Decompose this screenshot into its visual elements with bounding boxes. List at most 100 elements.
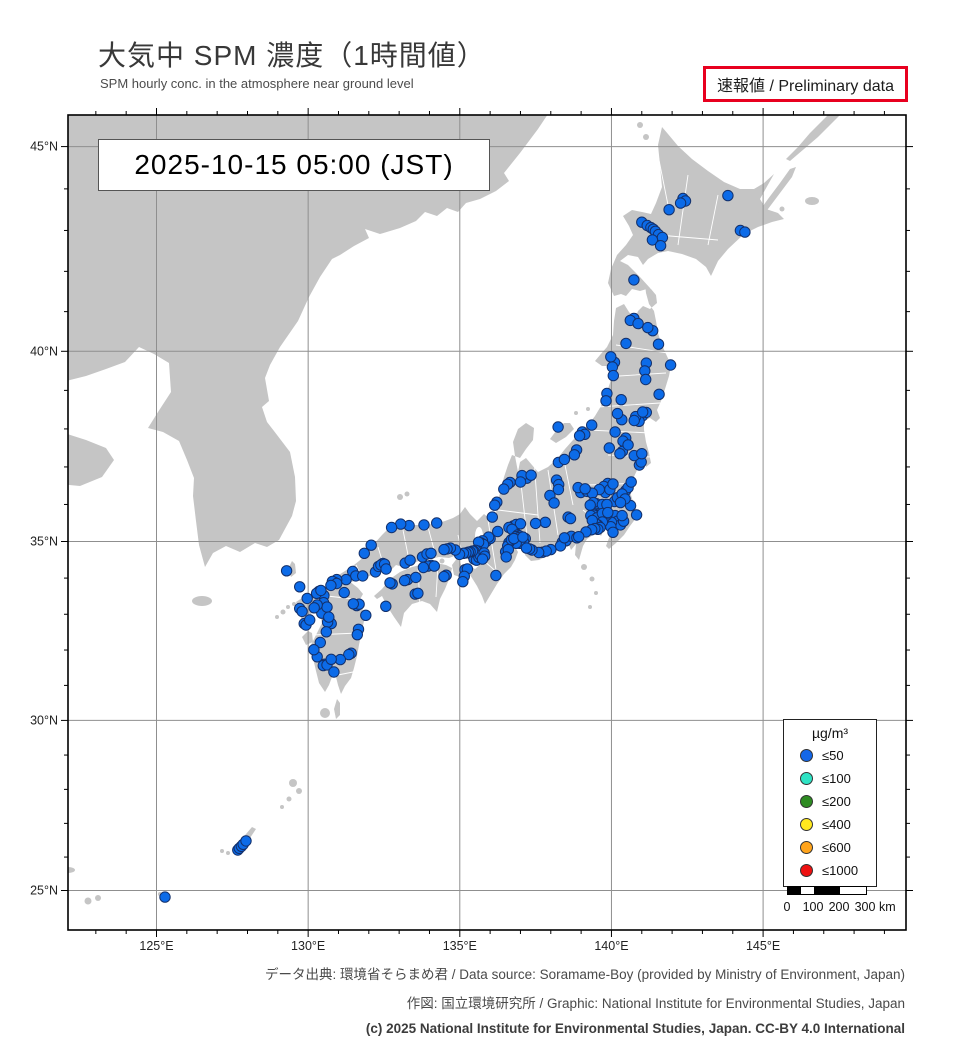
station-dot (425, 547, 437, 559)
station-dot (321, 601, 333, 613)
legend-item: ≤1000 (784, 859, 876, 882)
lat-tick-label: 35°N (30, 535, 58, 549)
scale-bar-label: 100 (802, 900, 824, 914)
stations-layer (159, 189, 751, 903)
scale-bar-label: 300 (854, 900, 876, 914)
scale-bar-label: 0 (783, 900, 791, 914)
amakusa (302, 631, 313, 645)
sado-island (550, 423, 574, 443)
station-dot (539, 516, 551, 528)
page-subtitle: SPM hourly conc. in the atmosphere near … (100, 76, 414, 91)
legend-color-dot (800, 841, 813, 854)
station-dot (418, 519, 430, 531)
station-dot (674, 197, 687, 209)
legend-item: ≤50 (784, 744, 876, 767)
station-dot (308, 644, 320, 656)
station-dot (514, 518, 527, 530)
station-dot (428, 560, 440, 572)
asia-continent (68, 115, 548, 905)
station-dot (347, 598, 359, 610)
station-dot (646, 234, 659, 246)
station-dot (552, 421, 564, 433)
station-dot (340, 573, 352, 586)
station-dot (304, 614, 316, 626)
data-source-credit: データ出典: 環境省そらまめ君 / Data source: Soramame-… (265, 967, 905, 982)
station-dot (351, 629, 363, 641)
scale-bar: 0 100 200 300 km (783, 884, 913, 920)
station-dot (325, 579, 337, 592)
station-dot (404, 554, 416, 566)
station-dot (630, 509, 643, 521)
station-dot (320, 626, 332, 638)
lon-tick-label: 125°E (139, 939, 173, 953)
station-dot (622, 439, 634, 451)
station-dot (520, 542, 533, 554)
station-dot (739, 226, 751, 238)
lon-tick-label: 145°E (746, 939, 780, 953)
station-dot (517, 531, 529, 543)
station-dot (611, 407, 624, 420)
station-dot (525, 469, 537, 481)
station-dot (652, 338, 665, 350)
station-dot (438, 543, 450, 556)
lat-tick-label: 25°N (30, 883, 58, 897)
map-frame (67, 114, 907, 931)
station-dot (343, 648, 355, 661)
station-dot (640, 373, 652, 386)
lon-tick-label: 140°E (594, 939, 628, 953)
station-dot (558, 532, 571, 544)
station-dot (722, 189, 734, 202)
station-dot (492, 525, 504, 538)
kuril-islands (758, 167, 796, 219)
station-dot (625, 476, 637, 488)
station-dot (315, 584, 327, 597)
station-dot (653, 388, 665, 400)
station-dot (280, 565, 293, 577)
station-dot (240, 835, 252, 847)
station-dot (605, 351, 617, 363)
legend-color-dot (800, 818, 813, 831)
legend-color-dot (800, 864, 813, 877)
station-dot (365, 539, 377, 551)
station-dot (609, 426, 621, 438)
station-dot (489, 499, 501, 511)
station-dot (586, 419, 598, 431)
lon-tick-label: 130°E (291, 939, 325, 953)
station-dot (410, 571, 422, 584)
station-dot (357, 570, 369, 582)
preliminary-data-badge: 速報値 / Preliminary data (703, 66, 908, 102)
station-dot (296, 605, 308, 618)
shandong-peninsula (68, 434, 114, 486)
legend-item-label: ≤200 (822, 794, 851, 809)
legend-color-dot (800, 772, 813, 785)
station-dot (552, 483, 565, 496)
station-dot (614, 448, 626, 460)
tanegashima (334, 699, 340, 719)
lat-tick-label: 40°N (30, 344, 58, 358)
station-dot (500, 551, 512, 563)
legend-item-label: ≤100 (822, 771, 851, 786)
legend-color-dot (800, 749, 813, 762)
station-dot (384, 577, 396, 589)
legend-item: ≤400 (784, 813, 876, 836)
station-dot (412, 587, 424, 599)
lat-tick-label: 45°N (30, 140, 58, 154)
station-dot (431, 517, 443, 529)
station-dot (637, 406, 649, 418)
station-dot (607, 369, 619, 382)
hokkaido (608, 127, 784, 296)
station-dot (338, 586, 350, 599)
graphic-credit: 作図: 国立環境研究所 / Graphic: National Institut… (406, 996, 905, 1011)
station-dot (529, 517, 542, 530)
station-dot (548, 497, 560, 509)
lon-tick-label: 135°E (443, 939, 477, 953)
station-dot (514, 476, 527, 488)
station-dot (573, 430, 586, 442)
station-dot (664, 359, 677, 371)
station-dot (328, 666, 340, 678)
station-dot (616, 509, 628, 522)
station-dot (294, 581, 306, 593)
station-dot (301, 592, 313, 605)
station-dot (498, 483, 510, 495)
